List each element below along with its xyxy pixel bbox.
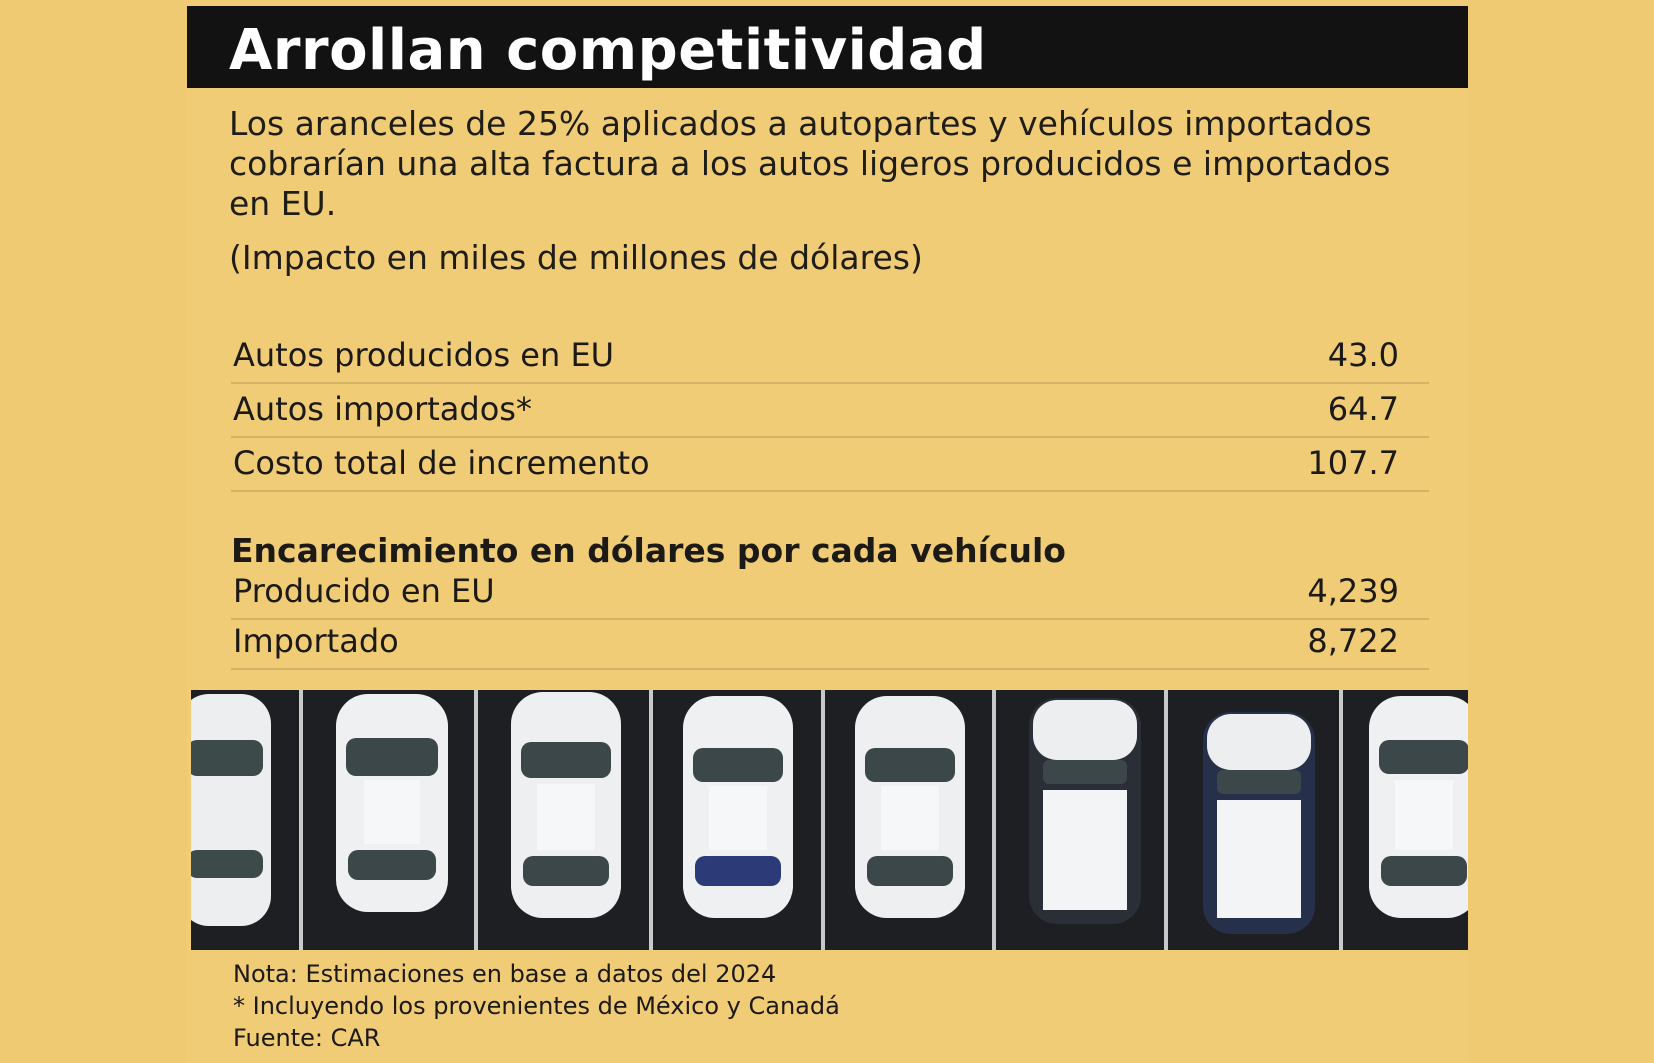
row-label: Costo total de incremento bbox=[233, 444, 650, 482]
title-bar: Arrollan competitividad bbox=[187, 6, 1468, 88]
row-label: Importado bbox=[233, 622, 399, 660]
row-value: 107.7 bbox=[1307, 444, 1399, 482]
per-vehicle-title: Encarecimiento en dólares por cada vehíc… bbox=[231, 531, 1066, 570]
table-row: Costo total de incremento 107.7 bbox=[231, 438, 1429, 492]
impact-table: Autos producidos en EU 43.0 Autos import… bbox=[231, 330, 1429, 492]
row-label: Autos producidos en EU bbox=[233, 336, 615, 374]
footnotes: Nota: Estimaciones en base a datos del 2… bbox=[233, 958, 840, 1054]
table-row: Producido en EU 4,239 bbox=[231, 570, 1429, 620]
infographic-title: Arrollan competitividad bbox=[229, 18, 987, 83]
table-row: Autos producidos en EU 43.0 bbox=[231, 330, 1429, 384]
footnote-asterisk: * Incluyendo los provenientes de México … bbox=[233, 992, 840, 1020]
per-vehicle-table: Producido en EU 4,239 Importado 8,722 bbox=[231, 570, 1429, 670]
row-value: 4,239 bbox=[1307, 572, 1399, 610]
parked-cars-illustration bbox=[191, 690, 1468, 950]
row-value: 8,722 bbox=[1307, 622, 1399, 660]
infographic-panel: Arrollan competitividad Los aranceles de… bbox=[187, 0, 1468, 1063]
parked-cars-photo bbox=[191, 690, 1468, 950]
footnote-note: Nota: Estimaciones en base a datos del 2… bbox=[233, 960, 777, 988]
infographic-subtitle: Los aranceles de 25% aplicados a autopar… bbox=[229, 104, 1391, 223]
unit-note: (Impacto en miles de millones de dólares… bbox=[229, 238, 923, 277]
row-value: 64.7 bbox=[1327, 390, 1399, 428]
row-value: 43.0 bbox=[1327, 336, 1399, 374]
row-label: Autos importados* bbox=[233, 390, 532, 428]
table-row: Importado 8,722 bbox=[231, 620, 1429, 670]
row-label: Producido en EU bbox=[233, 572, 495, 610]
footnote-source: Fuente: CAR bbox=[233, 1024, 381, 1052]
table-row: Autos importados* 64.7 bbox=[231, 384, 1429, 438]
